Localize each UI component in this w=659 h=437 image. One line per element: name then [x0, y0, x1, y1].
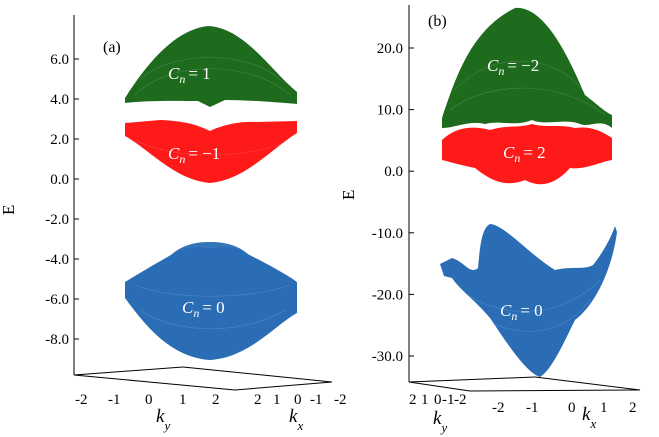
band-surface [440, 224, 617, 377]
panel-b-kx-tick: 0 [568, 400, 576, 416]
panel-b-kx-tick: 1 [600, 400, 608, 416]
panel-b-kx-tick: 2 [629, 400, 637, 416]
energy-tick-label: -4.0 [45, 252, 69, 268]
band-label: Cn = −2 [487, 56, 539, 78]
panel-a-ky-label: ky [156, 406, 170, 433]
panel-a-kx-tick: 2 [254, 392, 262, 408]
panel-a-energy-label: E [0, 205, 18, 215]
panel-a-kx-tick: -1 [310, 392, 323, 408]
energy-tick-label: 2.0 [50, 132, 69, 148]
panel-b-ky-tick: 0 [434, 392, 442, 408]
energy-tick-label: -10.0 [372, 226, 403, 242]
panel-b-bands: Cn = −2 Cn = 2 Cn = 0 [440, 7, 617, 377]
panel-b-ky-ticks: 2 1 0 -1 -2 [409, 392, 467, 408]
panel-a-ky-ticks: -2 -1 0 1 2 [75, 392, 220, 408]
band-label: Cn = 0 [182, 298, 225, 320]
panel-b-base-plane [408, 376, 641, 392]
mesh-lines [134, 57, 291, 329]
panel-b-kx-ticks: -2 -1 0 1 2 [492, 400, 637, 416]
panel-a-bands: Cn = 1 Cn = −1 Cn = 0 [125, 26, 297, 360]
panel-b-energy-ticks: 20.0 10.0 0.0 -10.0 -20.0 -30.0 [372, 41, 414, 365]
energy-tick-label: 10.0 [377, 103, 403, 119]
panel-b-label: (b) [428, 13, 447, 30]
band-label: Cn = 2 [503, 143, 546, 165]
panel-b: (b) 20.0 10.0 0.0 -10.0 -20.0 -30.0 E 2 1 0 -… [339, 5, 641, 435]
panel-a-kx-tick: -2 [334, 392, 347, 408]
panel-a-ky-tick: 2 [212, 392, 220, 408]
mesh-lines [449, 60, 606, 332]
band-surface [125, 247, 297, 360]
panel-a-ky-tick: -2 [75, 392, 88, 408]
energy-tick-label: -20.0 [372, 287, 403, 303]
energy-tick-label: -2.0 [45, 212, 69, 228]
band-surface [168, 242, 252, 258]
panel-a-ky-tick: 1 [179, 392, 187, 408]
panel-b-kx-tick: -2 [492, 400, 505, 416]
panel-a-energy-ticks: 6.0 4.0 2.0 0.0 -2.0 -4.0 -6.0 -8.0 [45, 52, 79, 348]
energy-tick-label: -6.0 [45, 292, 69, 308]
band-surface [442, 124, 612, 185]
energy-tick-label: 0.0 [50, 172, 69, 188]
panel-b-ky-tick: -2 [454, 392, 467, 408]
panel-a-ky-tick: 0 [145, 392, 153, 408]
energy-tick-label: 0.0 [384, 164, 403, 180]
panel-a-kx-tick: 0 [294, 392, 302, 408]
band-surface [125, 26, 297, 107]
panel-a-ky-tick: -1 [108, 392, 121, 408]
panel-a-kx-tick: 1 [273, 392, 281, 408]
panel-a-kx-label: kx [289, 406, 303, 433]
band-label: Cn = 1 [168, 64, 211, 86]
band-label: Cn = 0 [500, 301, 543, 323]
energy-tick-label: -8.0 [45, 332, 69, 348]
panel-b-ky-tick: -1 [442, 392, 455, 408]
energy-tick-label: -30.0 [372, 349, 403, 365]
energy-tick-label: 4.0 [50, 92, 69, 108]
panel-b-ky-label: ky [433, 408, 447, 435]
band-label: Cn = −1 [168, 144, 220, 166]
panel-a: (a) 6.0 4.0 2.0 0.0 -2.0 -4.0 -6.0 -8.0 E -2 -1… [0, 15, 347, 433]
panel-b-ky-tick: 1 [421, 392, 429, 408]
panel-b-kx-label: kx [582, 404, 596, 431]
panel-b-kx-tick: -1 [526, 400, 539, 416]
panel-a-base-plane [73, 366, 333, 391]
panel-a-label: (a) [103, 39, 121, 56]
band-surface [442, 7, 612, 129]
energy-tick-label: 20.0 [377, 41, 403, 57]
panel-b-energy-label: E [339, 190, 358, 200]
energy-tick-label: 6.0 [50, 52, 69, 68]
band-surface [125, 120, 297, 183]
panel-b-ky-tick: 2 [409, 392, 417, 408]
panel-a-kx-ticks: 2 1 0 -1 -2 [254, 392, 347, 408]
